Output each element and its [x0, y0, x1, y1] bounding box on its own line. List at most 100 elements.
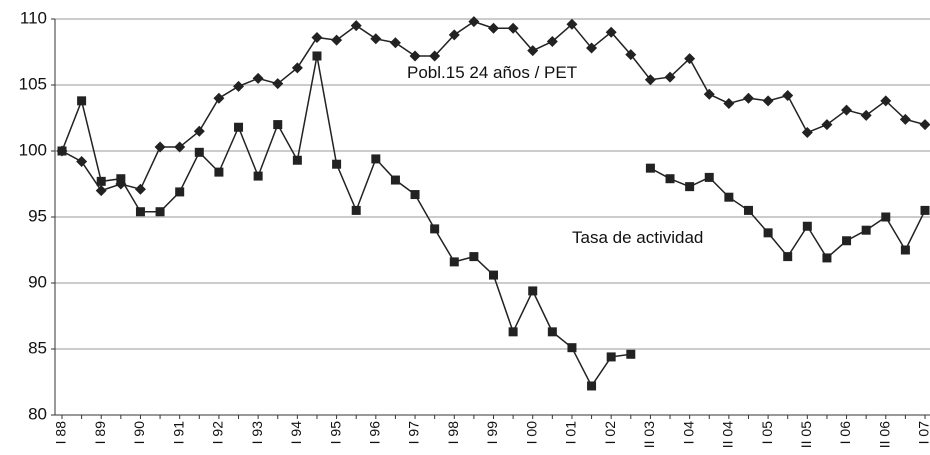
- point: [273, 120, 283, 130]
- point: [371, 154, 381, 164]
- point: [508, 327, 518, 337]
- point: [253, 171, 263, 181]
- point: [96, 176, 106, 186]
- point: [605, 26, 617, 38]
- point: [389, 37, 401, 49]
- point: [77, 96, 87, 106]
- point: [429, 50, 441, 62]
- point: [134, 183, 146, 195]
- y-tick-label: 105: [19, 74, 47, 93]
- point: [920, 205, 930, 215]
- x-tick-label: II 03: [641, 421, 657, 448]
- point: [350, 20, 362, 32]
- point: [684, 53, 696, 65]
- point: [782, 90, 794, 102]
- point: [881, 212, 891, 222]
- point: [468, 16, 480, 28]
- point: [469, 252, 479, 262]
- y-tick-label: 85: [28, 338, 47, 357]
- point: [625, 49, 637, 61]
- point: [95, 185, 107, 197]
- x-tick-label: I 06: [837, 421, 853, 445]
- x-tick-label: I 99: [484, 421, 500, 445]
- point: [900, 245, 910, 255]
- point: [370, 33, 382, 45]
- point: [821, 119, 833, 131]
- point: [861, 225, 871, 235]
- point: [626, 349, 636, 359]
- y-tick-label: 95: [28, 206, 47, 225]
- point: [841, 104, 853, 116]
- point: [430, 224, 440, 234]
- point: [566, 18, 578, 30]
- point: [546, 35, 558, 47]
- point: [175, 187, 185, 197]
- point: [703, 88, 715, 100]
- point: [899, 113, 911, 125]
- point: [645, 163, 655, 173]
- point: [213, 92, 225, 104]
- y-tick-label: 90: [28, 272, 47, 291]
- point: [528, 286, 538, 296]
- point: [842, 236, 852, 246]
- point: [801, 127, 813, 139]
- point: [252, 72, 264, 84]
- point: [409, 50, 421, 62]
- point: [193, 125, 205, 137]
- point: [57, 146, 67, 156]
- point: [586, 42, 598, 54]
- x-tick-label: I 07: [916, 421, 930, 445]
- x-tick-label: I 88: [53, 421, 69, 445]
- point: [742, 92, 754, 104]
- point: [567, 343, 577, 353]
- series-line: [61, 20, 926, 192]
- x-tick-label: I 95: [327, 421, 343, 445]
- x-tick-label: I 90: [131, 421, 147, 445]
- point: [507, 22, 519, 34]
- point: [233, 80, 245, 92]
- point: [291, 62, 303, 74]
- point: [155, 207, 165, 217]
- y-tick-label: 110: [20, 8, 47, 27]
- x-tick-label: I 02: [602, 421, 618, 445]
- point: [664, 71, 676, 83]
- point: [488, 22, 499, 34]
- x-tick-label: II 05: [798, 421, 814, 448]
- point: [723, 97, 735, 109]
- y-tick-label: 100: [19, 140, 47, 159]
- point: [489, 270, 498, 280]
- point: [527, 45, 539, 57]
- x-tick-label: I 04: [680, 421, 696, 445]
- x-tick-label: I 91: [170, 421, 186, 445]
- point: [410, 190, 420, 200]
- point: [449, 257, 459, 267]
- x-tick-label: I 89: [92, 421, 108, 445]
- point: [351, 205, 361, 215]
- point: [331, 34, 343, 46]
- point: [312, 51, 322, 61]
- x-tick-label: I 97: [406, 421, 422, 445]
- point: [547, 327, 557, 337]
- x-tick-label: I 92: [210, 421, 226, 445]
- point: [116, 174, 126, 184]
- point: [743, 205, 753, 215]
- point: [135, 207, 145, 217]
- point: [665, 174, 675, 184]
- point: [587, 381, 597, 391]
- point: [332, 159, 342, 169]
- point: [704, 172, 714, 182]
- x-tick-label: II 06: [876, 421, 892, 448]
- point: [234, 122, 244, 132]
- x-tick-label: I 94: [288, 421, 304, 445]
- point: [860, 109, 872, 121]
- point: [214, 167, 224, 177]
- x-tick-label: I 93: [249, 421, 265, 445]
- point: [644, 74, 656, 86]
- point: [194, 147, 204, 157]
- point: [802, 221, 812, 231]
- x-tick-label: I 96: [367, 421, 383, 445]
- point: [685, 182, 695, 192]
- point: [154, 141, 166, 153]
- point: [762, 95, 774, 107]
- point: [174, 141, 186, 153]
